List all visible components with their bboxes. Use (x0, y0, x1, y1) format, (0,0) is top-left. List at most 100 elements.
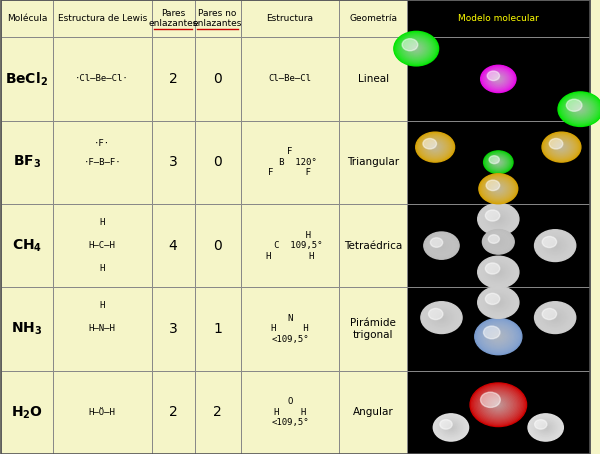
Circle shape (409, 43, 424, 54)
Circle shape (434, 240, 449, 251)
Circle shape (493, 75, 503, 83)
Circle shape (483, 207, 514, 231)
Circle shape (557, 143, 566, 151)
Circle shape (482, 230, 514, 254)
Circle shape (484, 68, 512, 90)
Circle shape (492, 267, 505, 277)
Circle shape (433, 239, 451, 252)
Circle shape (478, 256, 519, 288)
Circle shape (482, 176, 515, 202)
Circle shape (490, 213, 506, 226)
Circle shape (562, 94, 599, 124)
Circle shape (437, 242, 446, 249)
Circle shape (535, 230, 576, 262)
Circle shape (496, 77, 501, 81)
Circle shape (401, 37, 431, 60)
Circle shape (431, 144, 439, 150)
Circle shape (480, 390, 517, 419)
Text: Pirámide
trigonal: Pirámide trigonal (350, 318, 396, 340)
Circle shape (480, 205, 517, 233)
Circle shape (539, 423, 552, 432)
Circle shape (488, 264, 509, 280)
Circle shape (410, 44, 422, 53)
Circle shape (422, 137, 449, 158)
Circle shape (412, 45, 421, 52)
Text: F
   B  120°
F      F: F B 120° F F (263, 148, 317, 177)
Circle shape (430, 143, 441, 152)
Circle shape (538, 232, 572, 259)
Text: H—C—H: H—C—H (89, 241, 116, 250)
Circle shape (536, 420, 556, 435)
Circle shape (487, 71, 500, 80)
Circle shape (542, 425, 549, 430)
Circle shape (482, 259, 515, 285)
Circle shape (485, 395, 511, 415)
Text: Tetraédrica: Tetraédrica (344, 241, 403, 251)
Circle shape (400, 36, 433, 62)
Text: ·Cl—Be—Cl·: ·Cl—Be—Cl· (76, 74, 129, 84)
Circle shape (489, 329, 508, 344)
Text: ·F·: ·F· (94, 139, 110, 148)
Circle shape (398, 35, 434, 63)
Circle shape (549, 313, 562, 322)
Circle shape (435, 313, 448, 322)
Circle shape (478, 321, 518, 352)
Circle shape (571, 101, 590, 117)
Circle shape (545, 427, 547, 428)
Circle shape (437, 315, 446, 321)
Circle shape (419, 134, 452, 160)
FancyBboxPatch shape (407, 121, 590, 204)
Circle shape (493, 299, 503, 306)
Circle shape (576, 106, 585, 113)
Circle shape (485, 262, 512, 282)
Circle shape (404, 39, 428, 58)
FancyBboxPatch shape (1, 204, 53, 287)
Circle shape (489, 234, 508, 249)
Circle shape (488, 397, 508, 412)
Circle shape (546, 238, 565, 253)
Circle shape (487, 294, 509, 311)
FancyBboxPatch shape (194, 287, 241, 370)
Circle shape (448, 425, 454, 429)
Circle shape (482, 324, 515, 349)
FancyBboxPatch shape (53, 287, 152, 370)
Text: $\mathbf{BeCl_2}$: $\mathbf{BeCl_2}$ (5, 70, 49, 88)
Circle shape (440, 317, 443, 318)
Text: Geometría: Geometría (349, 14, 397, 23)
Circle shape (490, 266, 506, 278)
Text: ·F—B—F·: ·F—B—F· (83, 158, 121, 167)
Circle shape (482, 67, 514, 91)
Circle shape (483, 325, 514, 348)
Circle shape (545, 238, 565, 253)
Text: 2: 2 (213, 405, 222, 419)
Circle shape (428, 142, 442, 153)
Text: 0: 0 (213, 239, 222, 252)
FancyBboxPatch shape (152, 204, 194, 287)
FancyBboxPatch shape (1, 121, 53, 204)
Circle shape (568, 100, 593, 118)
Circle shape (493, 158, 503, 166)
Circle shape (430, 237, 453, 254)
Circle shape (540, 234, 571, 257)
Circle shape (492, 214, 505, 224)
Circle shape (485, 69, 512, 89)
Circle shape (497, 241, 499, 242)
Circle shape (438, 243, 445, 248)
Circle shape (544, 309, 566, 326)
Circle shape (483, 177, 514, 201)
Circle shape (445, 423, 457, 432)
FancyBboxPatch shape (194, 0, 241, 37)
Circle shape (542, 237, 557, 247)
Circle shape (497, 161, 500, 163)
Circle shape (494, 216, 502, 222)
Circle shape (559, 93, 600, 126)
Text: Triangular: Triangular (347, 157, 400, 167)
Circle shape (394, 31, 439, 66)
Circle shape (541, 306, 569, 329)
Circle shape (484, 178, 513, 200)
Circle shape (491, 237, 505, 247)
Text: $\mathbf{NH_3}$: $\mathbf{NH_3}$ (11, 321, 43, 337)
Circle shape (491, 331, 505, 342)
Circle shape (497, 78, 499, 79)
Circle shape (488, 181, 509, 197)
